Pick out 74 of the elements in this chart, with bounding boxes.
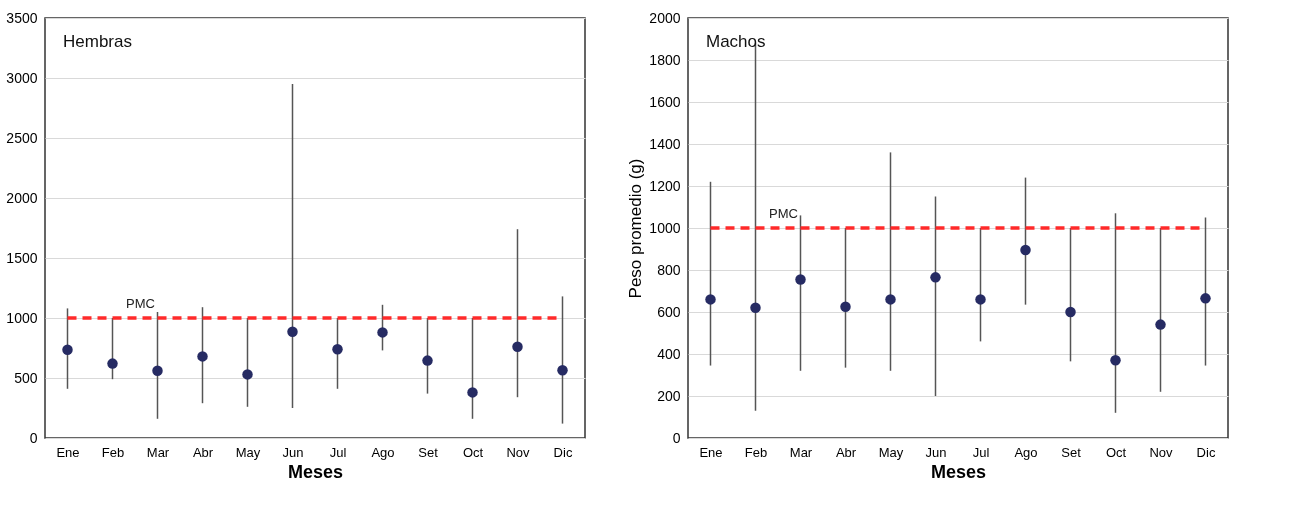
ref-line-label: PMC xyxy=(769,206,798,221)
x-tick-label: Ene xyxy=(56,444,80,460)
point xyxy=(885,294,896,305)
x-tick-label: Oct xyxy=(462,444,484,460)
point xyxy=(152,365,163,377)
x-tick-label: Nov xyxy=(506,444,531,460)
point xyxy=(557,364,568,376)
x-axis-title: Meses xyxy=(930,461,987,482)
x-tick-label: Set xyxy=(1061,444,1082,460)
point xyxy=(705,294,716,305)
x-tick-label: Set xyxy=(418,444,439,460)
y-tick-label: 2000 xyxy=(649,9,681,26)
x-tick-label: Ene xyxy=(699,444,723,460)
point xyxy=(1110,355,1121,366)
y-tick-label: 2000 xyxy=(6,189,38,206)
point xyxy=(512,341,523,353)
point xyxy=(750,302,761,314)
x-tick-label: May xyxy=(878,444,904,460)
point xyxy=(795,274,806,285)
x-tick-label: Feb xyxy=(101,444,125,460)
y-tick-label: 1000 xyxy=(6,309,38,326)
y-tick-label: 1500 xyxy=(6,249,38,266)
point xyxy=(840,301,851,312)
x-tick-label: Jun xyxy=(282,444,304,460)
y-tick-label: 1800 xyxy=(649,51,681,68)
point xyxy=(930,272,941,283)
y-tick-label: 0 xyxy=(672,429,681,446)
y-tick-label: 1600 xyxy=(649,93,681,110)
x-tick-label: Oct xyxy=(1105,444,1127,460)
point xyxy=(332,343,343,355)
y-axis-title: Peso promedio (g) xyxy=(626,158,646,299)
x-tick-label: Abr xyxy=(835,444,857,460)
x-tick-label: Jun xyxy=(925,444,947,460)
x-tick-label: Mar xyxy=(789,444,813,460)
y-tick-label: 400 xyxy=(657,345,681,362)
y-tick-label: 500 xyxy=(14,369,38,386)
point xyxy=(1200,293,1211,304)
x-tick-label: Jul xyxy=(972,444,990,460)
x-tick-label: Jul xyxy=(329,444,347,460)
x-tick-label: Ago xyxy=(1014,444,1038,460)
text: Machos xyxy=(706,32,766,51)
x-tick-label: Dic xyxy=(1196,444,1216,460)
y-tick-label: 3000 xyxy=(6,69,38,86)
x-tick-label: Nov xyxy=(1149,444,1174,460)
point xyxy=(467,387,478,398)
y-tick-label: 3500 xyxy=(6,9,38,26)
point xyxy=(107,358,118,369)
ref-line-label: PMC xyxy=(126,296,155,311)
y-tick-label: 2500 xyxy=(6,129,38,146)
x-tick-label: Ago xyxy=(371,444,395,460)
point xyxy=(975,294,986,305)
point xyxy=(1020,244,1031,256)
point xyxy=(287,326,298,338)
point xyxy=(242,369,253,380)
x-tick-label: Mar xyxy=(146,444,170,460)
y-tick-label: 600 xyxy=(657,303,681,320)
y-tick-label: 200 xyxy=(657,387,681,404)
point xyxy=(422,355,433,366)
y-tick-label: 0 xyxy=(29,429,38,446)
x-tick-label: Abr xyxy=(192,444,214,460)
y-tick-label: 1200 xyxy=(649,177,681,194)
x-tick-label: Feb xyxy=(744,444,768,460)
x-axis-title: Meses xyxy=(287,461,344,482)
point xyxy=(197,351,208,362)
point xyxy=(62,344,73,356)
y-tick-label: 1400 xyxy=(649,135,681,152)
point xyxy=(377,327,388,338)
y-tick-label: 1000 xyxy=(649,219,681,236)
point xyxy=(1155,319,1166,330)
point xyxy=(1065,306,1076,318)
x-tick-label: Dic xyxy=(553,444,573,460)
y-tick-label: 800 xyxy=(657,261,681,278)
x-tick-label: May xyxy=(235,444,261,460)
text: Hembras xyxy=(63,32,132,51)
